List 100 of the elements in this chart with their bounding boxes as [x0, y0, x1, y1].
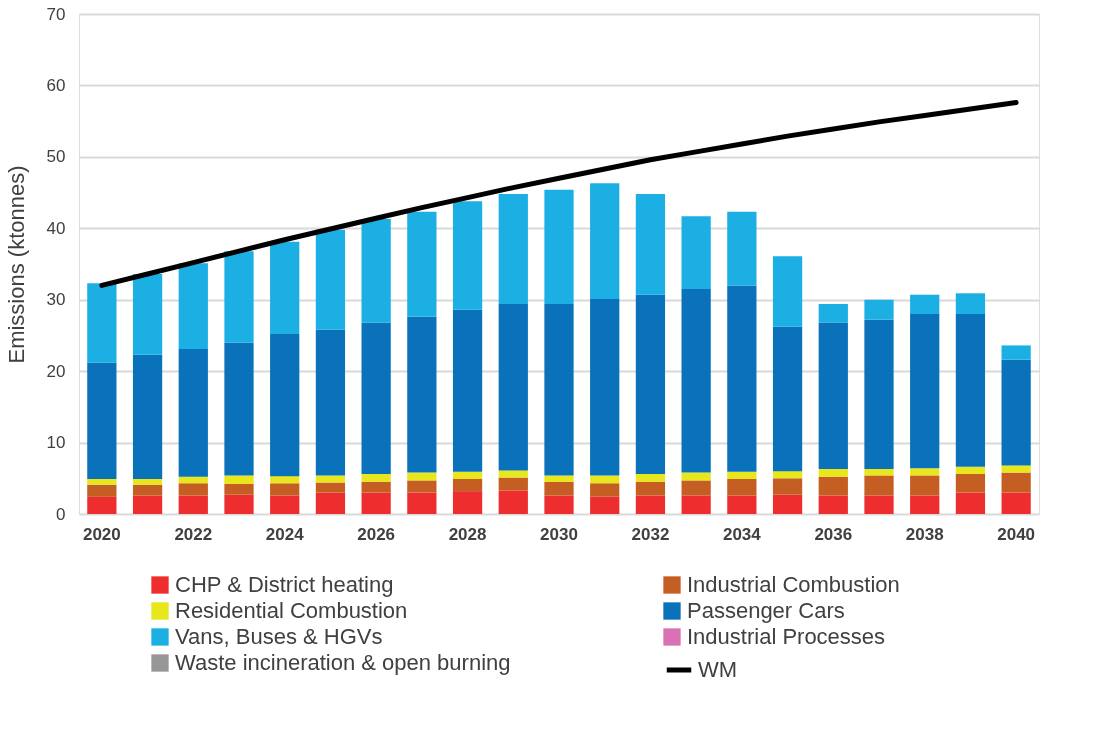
y-tick-label: 10	[46, 433, 66, 453]
bar	[864, 299, 894, 320]
y-tick-label: 0	[56, 504, 66, 524]
bar	[87, 362, 117, 479]
bar	[132, 274, 163, 355]
bar	[178, 263, 208, 349]
bar	[452, 491, 483, 514]
legend-label: Industrial Combustion	[687, 572, 900, 597]
bar	[681, 289, 711, 473]
bar	[635, 481, 666, 496]
bar	[224, 251, 254, 343]
y-axis-title: Emissions (ktonnes)	[3, 165, 29, 364]
bar	[910, 468, 940, 476]
bar	[87, 283, 117, 363]
bar	[1001, 492, 1031, 514]
bar	[407, 480, 437, 493]
bar	[178, 495, 208, 514]
bar	[864, 475, 894, 496]
bar	[590, 496, 620, 514]
bar	[270, 483, 300, 496]
bar	[590, 299, 620, 476]
bar	[361, 474, 391, 482]
bar	[452, 201, 483, 310]
bar	[498, 304, 528, 471]
bar	[727, 495, 757, 514]
bar	[818, 322, 848, 469]
x-tick-label: 2038	[905, 524, 944, 544]
bar	[361, 322, 391, 474]
bar	[772, 471, 803, 479]
bar	[178, 349, 208, 477]
bar	[681, 480, 711, 496]
x-tick-label: 2030	[540, 524, 578, 544]
bar	[910, 475, 940, 496]
legend-label: Waste incineration & open burning	[175, 650, 511, 675]
bar	[818, 304, 848, 323]
bar	[132, 484, 163, 496]
legend-label: CHP & District heating	[175, 572, 394, 597]
bar	[727, 285, 757, 472]
bar	[224, 484, 254, 495]
bar	[452, 309, 483, 472]
bar	[544, 475, 574, 482]
bar	[87, 479, 117, 485]
bar	[407, 492, 437, 514]
x-tick-label: 2024	[265, 524, 305, 544]
bar	[910, 314, 940, 469]
bar	[132, 479, 163, 485]
y-tick-label: 20	[46, 361, 66, 381]
bar	[955, 314, 986, 467]
bar	[910, 294, 940, 314]
bar	[270, 495, 300, 514]
bar	[498, 490, 528, 514]
x-tick-label: 2040	[997, 524, 1036, 544]
bar	[772, 494, 803, 514]
x-tick-label: 2036	[814, 524, 853, 544]
bar	[590, 183, 620, 299]
bar	[361, 481, 391, 493]
bar	[361, 492, 391, 514]
bar	[87, 496, 117, 514]
bar	[1001, 345, 1031, 360]
bar	[590, 475, 620, 484]
bar	[681, 216, 711, 289]
bar	[361, 219, 391, 323]
x-tick-label: 2032	[631, 524, 670, 544]
bar	[772, 256, 803, 327]
bar	[132, 495, 163, 514]
bar	[178, 476, 208, 484]
y-tick-label: 40	[46, 218, 66, 238]
bar	[955, 474, 986, 493]
legend-label: Residential Combustion	[175, 598, 408, 623]
bar	[452, 479, 483, 492]
bar	[1001, 472, 1031, 493]
bar	[635, 194, 666, 295]
bar	[315, 329, 346, 476]
bar	[498, 477, 528, 491]
bar	[132, 354, 163, 479]
bar	[407, 316, 437, 473]
y-tick-label: 50	[46, 147, 66, 167]
bar	[87, 484, 117, 497]
bar	[910, 495, 940, 514]
legend-label: Passenger Cars	[687, 598, 845, 623]
bar	[224, 342, 254, 476]
bar	[1001, 359, 1031, 466]
bar	[270, 334, 300, 477]
bar	[818, 476, 848, 496]
legend-label: WM	[698, 657, 738, 682]
bar	[224, 475, 254, 484]
bar	[224, 494, 254, 514]
bar	[315, 475, 346, 483]
bar	[544, 304, 574, 476]
bar	[955, 466, 986, 474]
bar	[955, 492, 986, 514]
bar	[590, 483, 620, 497]
bar	[635, 294, 666, 474]
y-tick-label: 30	[46, 290, 66, 310]
bar	[178, 483, 208, 496]
x-tick-label: 2034	[722, 524, 762, 544]
bar	[1001, 465, 1031, 473]
bar	[498, 194, 528, 304]
bar	[818, 495, 848, 514]
bar	[772, 478, 803, 495]
